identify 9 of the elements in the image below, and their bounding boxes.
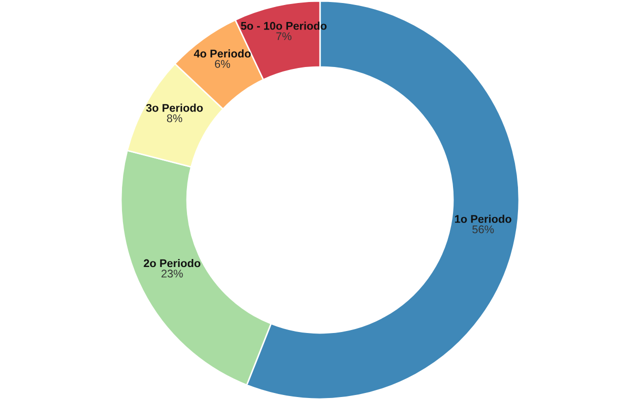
data-label: 6% [214,60,230,68]
data-label: 23% [162,270,183,278]
slice-label: 1o Periodo [455,214,512,223]
slice-label: 2o Periodo [144,259,200,268]
slice-label: 4o Periodo [194,49,251,58]
data-label: 56% [472,225,494,234]
data-label: 7% [276,32,292,40]
slice-label: 3o Periodo [146,104,203,112]
data-label: 8% [166,114,182,122]
